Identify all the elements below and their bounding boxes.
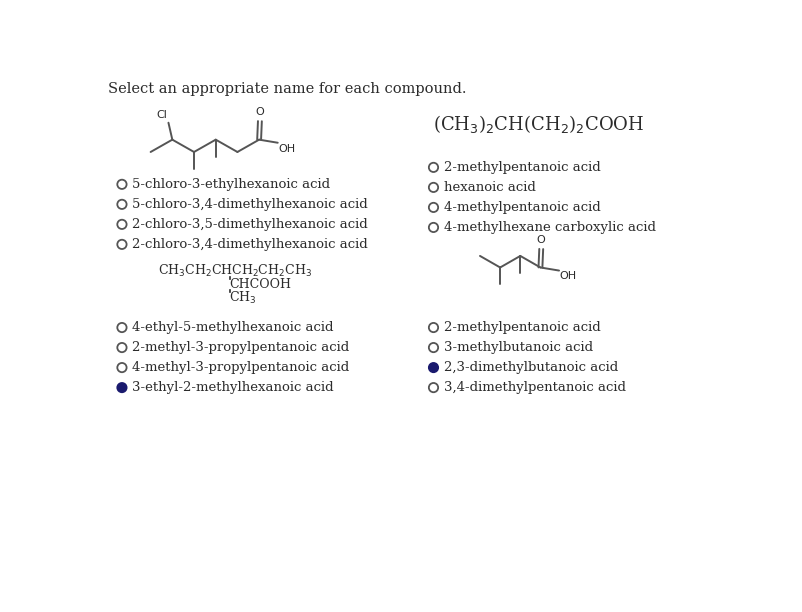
Text: 3-ethyl-2-methylhexanoic acid: 3-ethyl-2-methylhexanoic acid [132,381,334,394]
Text: Select an appropriate name for each compound.: Select an appropriate name for each comp… [108,82,467,96]
Text: 2,3-dimethylbutanoic acid: 2,3-dimethylbutanoic acid [444,361,618,374]
Text: CH$_3$CH$_2$CHCH$_2$CH$_2$CH$_3$: CH$_3$CH$_2$CHCH$_2$CH$_2$CH$_3$ [158,263,312,280]
Text: 5-chloro-3-ethylhexanoic acid: 5-chloro-3-ethylhexanoic acid [132,178,330,191]
Circle shape [117,383,127,392]
Text: 5-chloro-3,4-dimethylhexanoic acid: 5-chloro-3,4-dimethylhexanoic acid [132,198,368,211]
Text: 4-methylpentanoic acid: 4-methylpentanoic acid [444,201,601,214]
Text: 4-methyl-3-propylpentanoic acid: 4-methyl-3-propylpentanoic acid [132,361,350,374]
Text: O: O [537,235,545,245]
Text: 2-chloro-3,4-dimethylhexanoic acid: 2-chloro-3,4-dimethylhexanoic acid [132,238,368,251]
Text: 2-chloro-3,5-dimethylhexanoic acid: 2-chloro-3,5-dimethylhexanoic acid [132,218,368,231]
Text: 3-methylbutanoic acid: 3-methylbutanoic acid [444,341,593,354]
Text: 2-methyl-3-propylpentanoic acid: 2-methyl-3-propylpentanoic acid [132,341,350,354]
Text: 2-methylpentanoic acid: 2-methylpentanoic acid [444,161,601,174]
Text: 4-ethyl-5-methylhexanoic acid: 4-ethyl-5-methylhexanoic acid [132,321,334,334]
Circle shape [429,363,438,372]
Text: OH: OH [278,143,296,154]
Text: (CH$_3$)$_2$CH(CH$_2$)$_2$COOH: (CH$_3$)$_2$CH(CH$_2$)$_2$COOH [432,113,644,135]
Text: hexanoic acid: hexanoic acid [444,181,536,194]
Text: CH$_3$: CH$_3$ [229,289,257,305]
Text: 3,4-dimethylpentanoic acid: 3,4-dimethylpentanoic acid [444,381,626,394]
Text: O: O [256,107,265,118]
Text: 4-methylhexane carboxylic acid: 4-methylhexane carboxylic acid [444,221,655,234]
Text: OH: OH [560,271,577,282]
Text: 2-methylpentanoic acid: 2-methylpentanoic acid [444,321,601,334]
Text: CHCOOH: CHCOOH [229,278,291,291]
Text: Cl: Cl [156,110,167,119]
